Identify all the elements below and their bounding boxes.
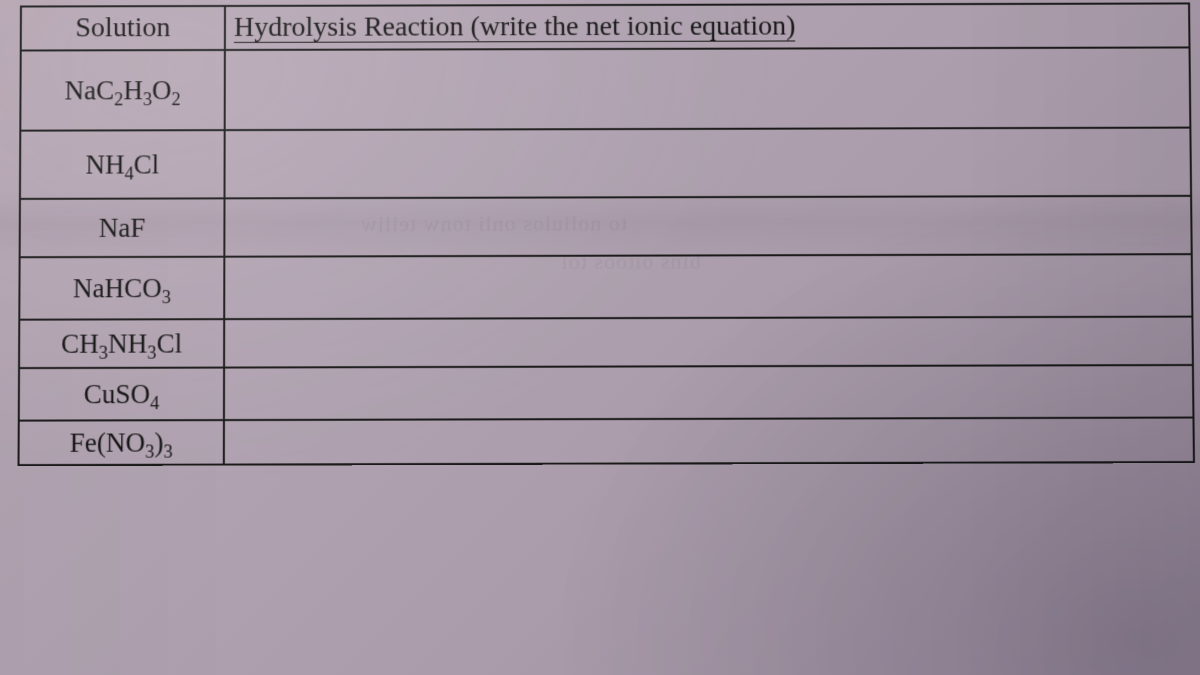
header-solution-label: Solution (75, 12, 170, 44)
solution-cell: NaC2H3O2 (21, 51, 226, 130)
formula-naf: NaF (99, 212, 146, 243)
formula-nac2h3o2: NaC2H3O2 (64, 75, 180, 106)
reaction-cell[interactable] (225, 366, 1193, 419)
table-row: NaHCO3 (20, 253, 1191, 319)
table-row: NaC2H3O2 (21, 46, 1189, 129)
reaction-cell[interactable] (225, 197, 1190, 256)
solution-cell: NaHCO3 (20, 258, 225, 319)
table-header-row: Solution Hydrolysis Reaction (write the … (22, 4, 1189, 49)
formula-cuso4: CuSO4 (84, 378, 160, 410)
table-row: CH3NH3Cl (20, 316, 1192, 367)
table-row: NH4Cl (21, 127, 1190, 198)
formula-nahco3: NaHCO3 (73, 272, 171, 303)
table-row: CuSO4 (20, 364, 1193, 420)
solution-cell: NH4Cl (21, 131, 226, 198)
formula-nh4cl: NH4Cl (85, 149, 159, 180)
reaction-cell[interactable] (226, 48, 1190, 129)
reaction-cell[interactable] (225, 255, 1191, 318)
solution-cell: CH3NH3Cl (20, 320, 225, 367)
solution-cell: CuSO4 (20, 369, 225, 420)
reaction-cell[interactable] (225, 419, 1193, 464)
table-row: NaF (21, 195, 1191, 256)
reaction-cell[interactable] (226, 129, 1191, 198)
solution-cell: NaF (21, 199, 226, 256)
header-solution: Solution (22, 7, 226, 50)
header-reaction: Hydrolysis Reaction (write the net ionic… (226, 4, 1189, 49)
formula-feno33: Fe(NO3)3 (70, 427, 173, 459)
table-row: Fe(NO3)3 (20, 417, 1193, 465)
hydrolysis-table: Solution Hydrolysis Reaction (write the … (18, 2, 1195, 466)
reaction-cell[interactable] (225, 318, 1192, 367)
formula-ch3nh3cl: CH3NH3Cl (61, 328, 182, 360)
worksheet-paper: to nollulos onli tonw telliw bins oitoos… (0, 0, 1200, 675)
header-reaction-label: Hydrolysis Reaction (write the net ionic… (234, 11, 796, 43)
solution-cell: Fe(NO3)3 (20, 421, 225, 464)
